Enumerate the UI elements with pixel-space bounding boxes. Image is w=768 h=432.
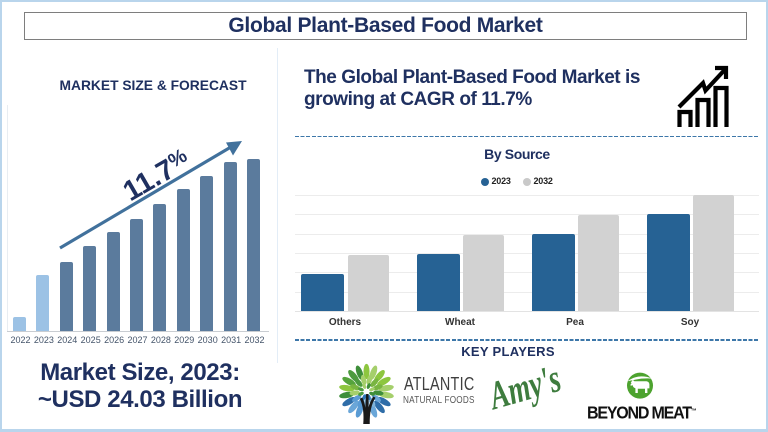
svg-text:Amy's: Amy's [482, 355, 566, 419]
